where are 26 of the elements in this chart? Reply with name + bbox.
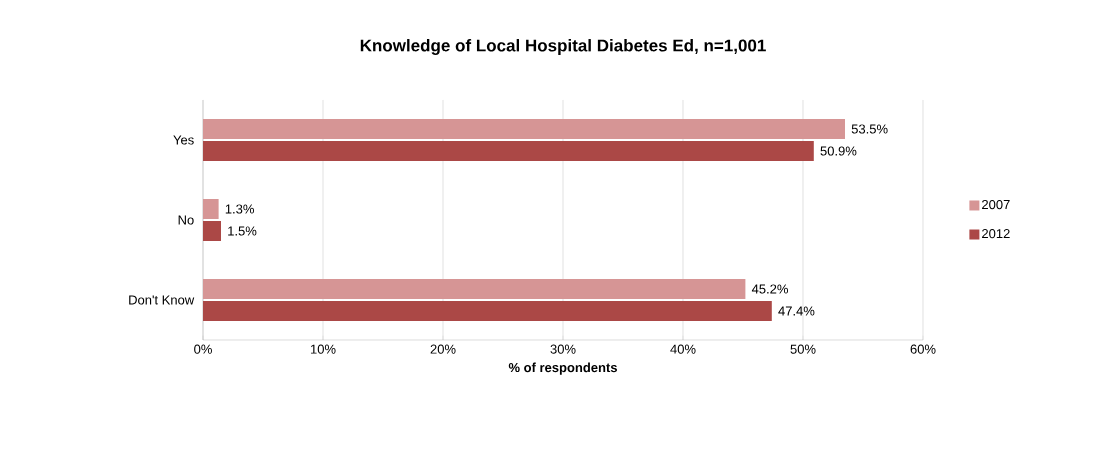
bar xyxy=(203,220,222,241)
y-tick-label: Yes xyxy=(173,135,194,145)
data-label: 45.2% xyxy=(751,284,788,294)
chart-title: Knowledge of Local Hospital Diabetes Ed, n=1,001 xyxy=(360,39,766,55)
y-tick-label: Don't Know xyxy=(129,295,195,305)
bar xyxy=(203,141,814,161)
x-tick-label: 0% xyxy=(194,344,212,354)
bar xyxy=(203,300,772,321)
x-tick-label: 20% xyxy=(430,344,456,354)
x-tick-label: 50% xyxy=(790,344,816,354)
legend-label: 2007 xyxy=(982,199,1010,210)
data-label: 53.5% xyxy=(851,124,888,134)
x-tick-label: 10% xyxy=(310,344,336,354)
x-tick-label: 60% xyxy=(910,344,936,354)
bar xyxy=(203,119,845,139)
legend-label: 2012 xyxy=(982,228,1010,239)
data-label: 1.3% xyxy=(225,204,254,214)
x-tick-label: 30% xyxy=(550,344,576,354)
bar xyxy=(203,278,746,299)
data-label: 50.9% xyxy=(820,146,857,156)
bar xyxy=(203,198,219,219)
y-tick-label: No xyxy=(178,215,194,225)
x-tick-label: 40% xyxy=(670,344,696,354)
x-axis-title: % of respondents xyxy=(508,362,617,375)
data-label: 47.4% xyxy=(778,306,815,316)
data-label: 1.5% xyxy=(228,226,257,236)
